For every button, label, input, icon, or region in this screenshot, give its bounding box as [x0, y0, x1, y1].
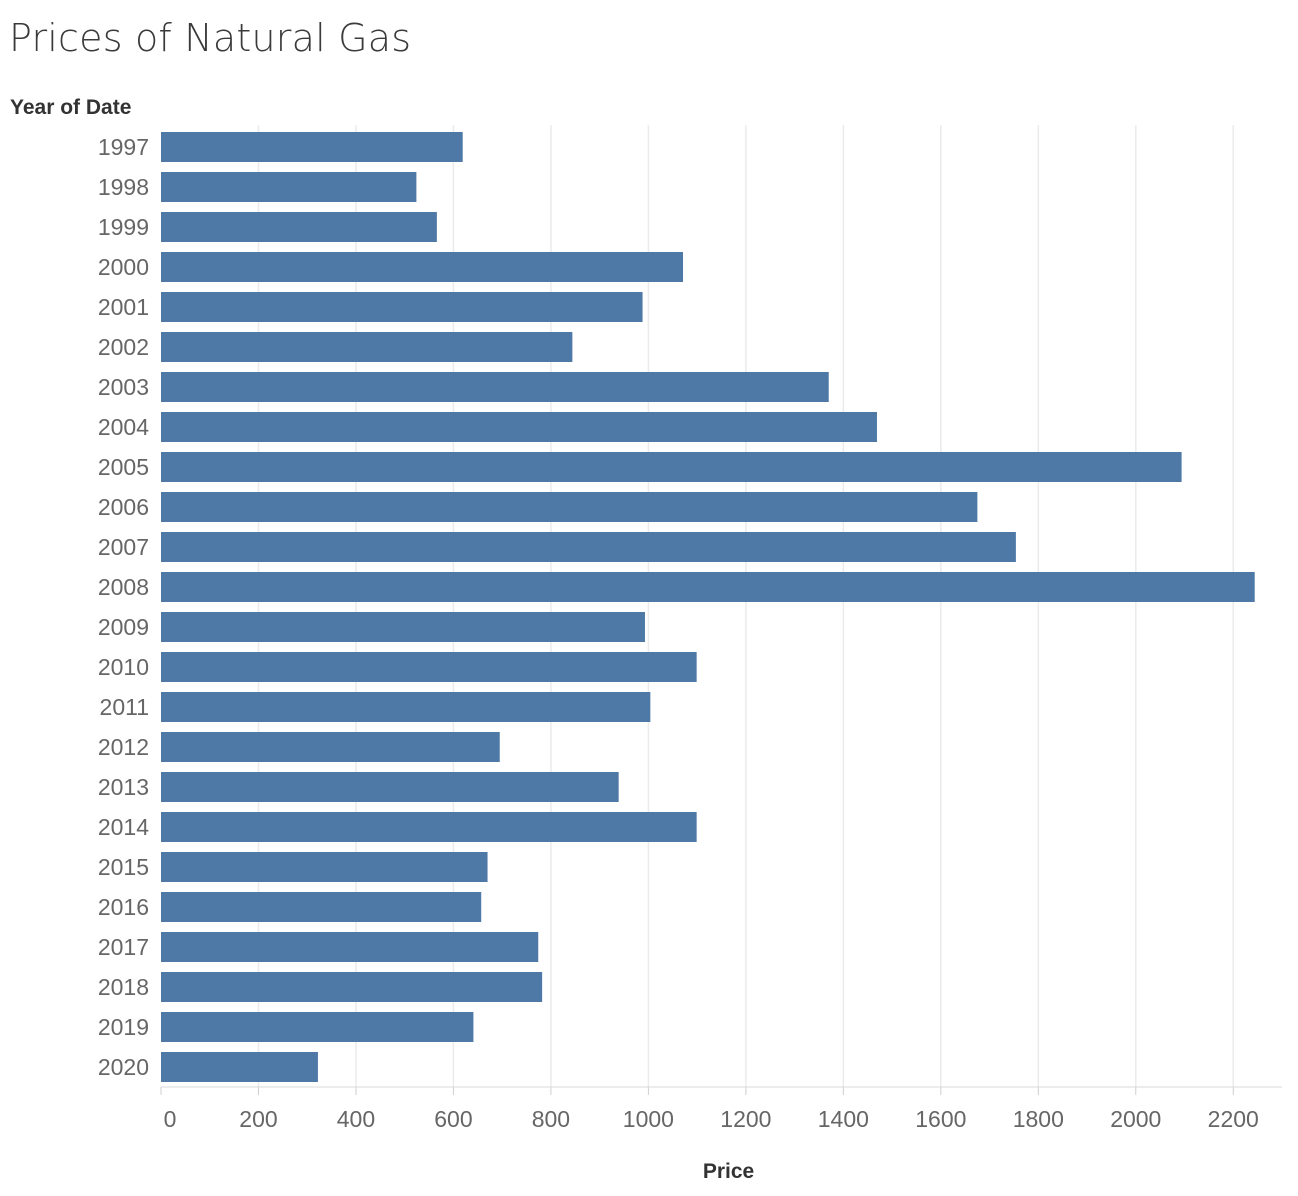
bar-2013[interactable]: [161, 772, 619, 802]
bar-2017[interactable]: [161, 932, 539, 962]
bar-1999[interactable]: [161, 212, 437, 242]
bar-2016[interactable]: [161, 892, 482, 922]
y-tick-label: 2015: [98, 854, 149, 880]
y-tick-label: 2013: [98, 774, 149, 800]
bar-2010[interactable]: [161, 652, 697, 682]
y-tick-label: 2016: [98, 894, 149, 920]
y-tick-label: 2000: [98, 254, 149, 280]
bar-2000[interactable]: [161, 252, 683, 282]
x-tick-label: 2200: [1208, 1106, 1259, 1132]
y-tick-label: 2018: [98, 974, 149, 1000]
x-axis-title: Price: [703, 1160, 754, 1183]
x-tick-label: 800: [532, 1106, 570, 1132]
x-tick-label: 1000: [623, 1106, 674, 1132]
bar-2014[interactable]: [161, 812, 697, 842]
bar-2020[interactable]: [161, 1052, 318, 1082]
y-tick-label: 2008: [98, 574, 149, 600]
bar-2019[interactable]: [161, 1012, 474, 1042]
y-axis-header: Year of Date: [10, 96, 132, 119]
bar-2003[interactable]: [161, 372, 829, 402]
y-tick-label: 2020: [98, 1054, 149, 1080]
bar-2001[interactable]: [161, 292, 643, 322]
y-tick-label: 2014: [98, 814, 149, 840]
bar-2008[interactable]: [161, 572, 1255, 602]
x-tick-label: 400: [337, 1106, 375, 1132]
y-tick-label: 2001: [98, 294, 149, 320]
bar-2012[interactable]: [161, 732, 500, 762]
y-tick-labels: 1997 1998 1999 2000 2001 2002 2003 2004 2005 2006…: [98, 134, 149, 1080]
y-tick-label: 2009: [98, 614, 149, 640]
x-tick-label: 1400: [818, 1106, 869, 1132]
x-tick-label: 2000: [1110, 1106, 1161, 1132]
chart-title: Prices of Natural Gas: [9, 16, 412, 60]
y-tick-label: 2017: [98, 934, 149, 960]
x-tick-label: 600: [434, 1106, 472, 1132]
bar-1997[interactable]: [161, 132, 463, 162]
y-tick-label: 2005: [98, 454, 149, 480]
y-tick-label: 1997: [98, 134, 149, 160]
bar-2018[interactable]: [161, 972, 543, 1002]
bar-2002[interactable]: [161, 332, 573, 362]
bar-2009[interactable]: [161, 612, 645, 642]
bar-2007[interactable]: [161, 532, 1016, 562]
y-tick-label: 2019: [98, 1014, 149, 1040]
x-tick-label: 1800: [1013, 1106, 1064, 1132]
bar-1998[interactable]: [161, 172, 417, 202]
x-tick-label: 200: [239, 1106, 277, 1132]
y-tick-label: 1998: [98, 174, 149, 200]
bar-2006[interactable]: [161, 492, 978, 522]
bars: [161, 132, 1255, 1082]
y-tick-label: 2002: [98, 334, 149, 360]
x-tick-labels: 0 200 400 600 800 1000 1200 1400 1600 1800 2000 220…: [160, 1087, 1259, 1132]
y-tick-label: 2012: [98, 734, 149, 760]
y-tick-label: 1999: [98, 214, 149, 240]
bar-2011[interactable]: [161, 692, 651, 722]
gridlines: [257, 125, 1235, 1087]
x-tick-label: 1600: [915, 1106, 966, 1132]
bar-2005[interactable]: [161, 452, 1182, 482]
y-tick-label: 2010: [98, 654, 149, 680]
y-tick-label: 2004: [98, 414, 149, 440]
bar-2004[interactable]: [161, 412, 877, 442]
y-tick-label: 2006: [98, 494, 149, 520]
x-tick-label: 0: [164, 1106, 177, 1132]
y-tick-label: 2011: [100, 694, 149, 720]
y-tick-label: 2003: [98, 374, 149, 400]
y-tick-label: 2007: [98, 534, 149, 560]
x-tick-label: 1200: [720, 1106, 771, 1132]
bar-2015[interactable]: [161, 852, 488, 882]
